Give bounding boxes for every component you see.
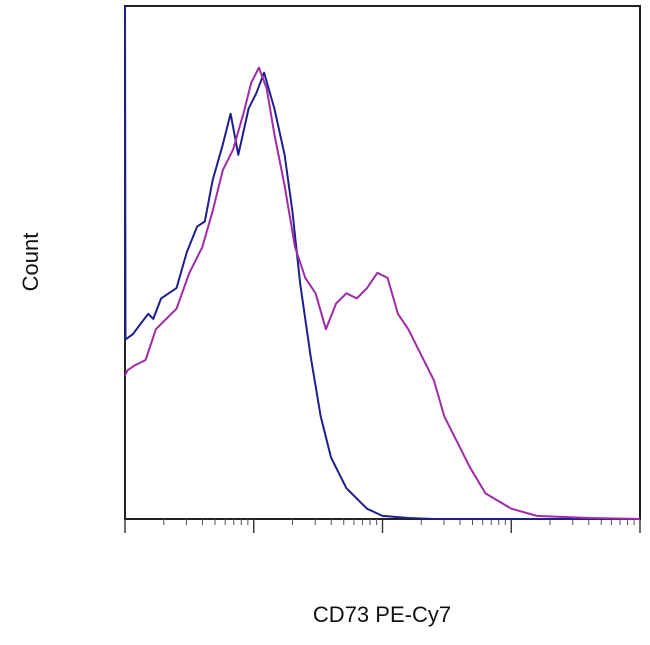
plot-frame [124,5,641,520]
x-axis-label: CD73 PE-Cy7 [313,602,451,627]
series-layer [124,5,641,520]
plot-area [124,5,641,533]
series-line-2 [124,66,641,520]
series-line-1 [124,5,640,520]
x-axis-ticks [124,519,641,533]
y-axis-label: Count [18,233,43,292]
